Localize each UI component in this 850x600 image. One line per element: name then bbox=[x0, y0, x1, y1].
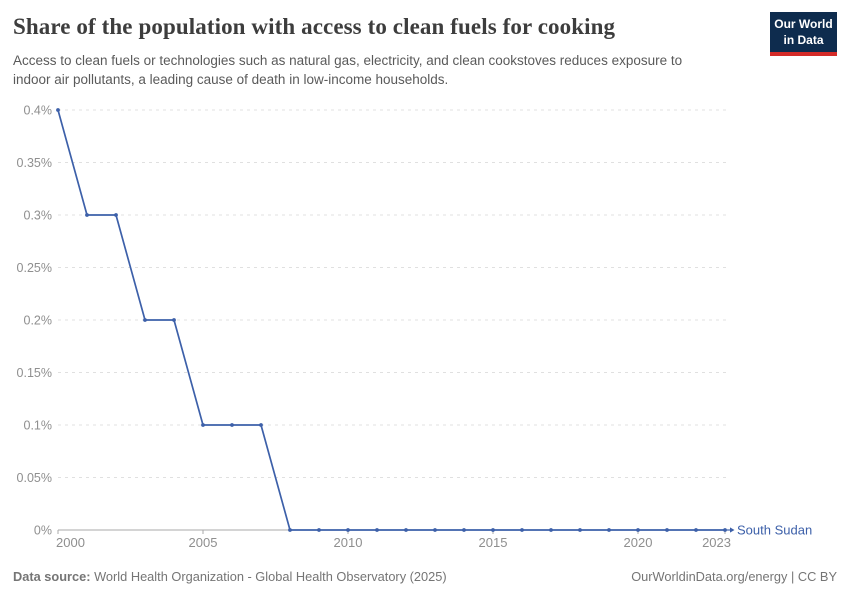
data-point bbox=[404, 528, 408, 532]
data-point bbox=[665, 528, 669, 532]
data-point bbox=[433, 528, 437, 532]
data-line bbox=[57, 109, 725, 531]
credit-link[interactable]: OurWorldinData.org/energy | CC BY bbox=[631, 569, 837, 584]
data-point bbox=[520, 528, 524, 532]
data-point bbox=[375, 528, 379, 532]
data-point bbox=[636, 528, 640, 532]
data-source-text: World Health Organization - Global Healt… bbox=[90, 569, 447, 584]
x-axis-tick-label: 2010 bbox=[334, 535, 363, 550]
y-axis-tick-label: 0.25% bbox=[17, 261, 52, 275]
y-axis-tick-label: 0.15% bbox=[17, 366, 52, 380]
data-point bbox=[317, 528, 321, 532]
y-axis-tick-label: 0.35% bbox=[17, 156, 52, 170]
data-point bbox=[85, 213, 89, 217]
y-axis-tick-label: 0.1% bbox=[24, 419, 53, 433]
data-point bbox=[491, 528, 495, 532]
data-source-label: Data source: bbox=[13, 569, 91, 584]
y-axis-tick-label: 0.2% bbox=[24, 314, 53, 328]
y-axis-tick-label: 0.4% bbox=[24, 104, 53, 118]
data-point bbox=[694, 528, 698, 532]
data-point bbox=[462, 528, 466, 532]
data-point bbox=[346, 528, 350, 532]
y-axis-tick-label: 0% bbox=[34, 524, 52, 538]
y-axis-tick-label: 0.05% bbox=[17, 471, 52, 485]
x-axis-tick-label: 2005 bbox=[189, 535, 218, 550]
data-point bbox=[56, 108, 60, 112]
data-point bbox=[259, 423, 263, 427]
x-axis-tick-label: 2000 bbox=[56, 535, 85, 550]
data-point bbox=[288, 528, 292, 532]
x-axis-tick-label: 2020 bbox=[624, 535, 653, 550]
series-label-south-sudan[interactable]: South Sudan bbox=[737, 523, 812, 538]
data-point bbox=[114, 213, 118, 217]
data-point bbox=[201, 423, 205, 427]
data-point bbox=[578, 528, 582, 532]
owid-logo-text-line1: Our World bbox=[774, 17, 833, 31]
data-point bbox=[607, 528, 611, 532]
owid-logo-text-line2: in Data bbox=[783, 32, 824, 47]
x-axis-tick-label: 2023 bbox=[702, 535, 731, 550]
series-label-arrow-icon bbox=[730, 527, 735, 533]
data-point bbox=[172, 318, 176, 322]
chart-title: Share of the population with access to c… bbox=[13, 14, 616, 39]
data-source: Data source: World Health Organization -… bbox=[13, 569, 447, 584]
owid-logo[interactable]: Our World in Data bbox=[770, 12, 837, 57]
line-chart[interactable]: 0% 0.05% 0.1% 0.15% 0.2% 0.25% 0.3% 0.35% 0.4% 20… bbox=[0, 95, 850, 560]
data-point bbox=[143, 318, 147, 322]
x-axis-tick-label: 2015 bbox=[479, 535, 508, 550]
chart-footer: Data source: World Health Organization -… bbox=[13, 569, 837, 584]
data-point bbox=[549, 528, 553, 532]
y-axis-tick-label: 0.3% bbox=[24, 209, 53, 223]
data-point bbox=[230, 423, 234, 427]
chart-subtitle: Access to clean fuels or technologies su… bbox=[13, 53, 683, 88]
